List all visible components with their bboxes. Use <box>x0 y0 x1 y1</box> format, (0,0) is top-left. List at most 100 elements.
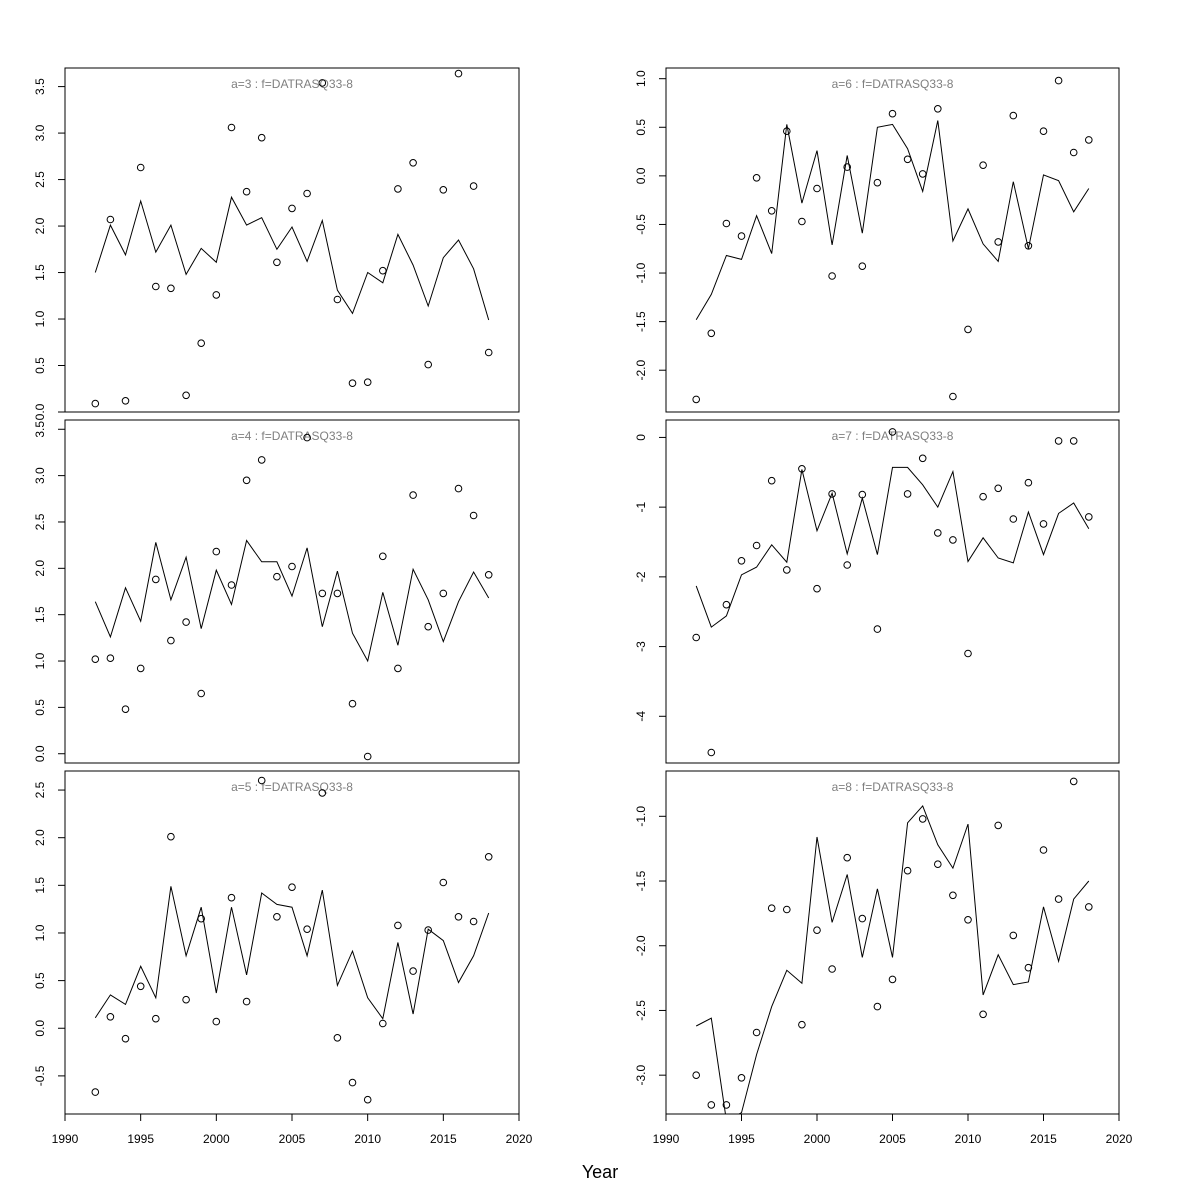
observed-point <box>454 69 463 78</box>
observed-point <box>227 123 236 132</box>
observed-point <box>934 105 942 113</box>
observed-point <box>106 215 115 224</box>
y-tick-label: 2.5 <box>33 171 47 188</box>
observed-point <box>722 219 731 228</box>
observed-point <box>813 584 821 593</box>
observed-point <box>888 975 897 984</box>
observed-point <box>873 625 882 633</box>
observed-point <box>934 529 942 537</box>
observed-point <box>752 174 761 182</box>
observed-point <box>136 163 145 172</box>
y-tick-label: 1.0 <box>33 924 47 941</box>
observed-point <box>439 589 448 598</box>
observed-point <box>722 1101 731 1109</box>
observed-point <box>227 581 236 589</box>
y-tick-label: -1 <box>634 501 648 512</box>
observed-point <box>424 360 433 369</box>
observed-point <box>783 566 791 574</box>
y-tick-label: 1.0 <box>33 652 47 669</box>
y-tick-label: 1.0 <box>33 310 47 327</box>
observed-point <box>843 163 852 171</box>
observed-point <box>1054 76 1063 85</box>
observed-point <box>394 664 402 673</box>
observed-point <box>318 789 327 797</box>
observed-point <box>979 492 987 501</box>
x-tick-label: 2020 <box>1106 1132 1133 1146</box>
x-tick-label: 2010 <box>354 1132 381 1146</box>
observed-point <box>828 272 836 280</box>
observed-point <box>363 378 372 387</box>
observed-point <box>106 1013 115 1021</box>
y-tick-label: 1.0 <box>634 70 648 87</box>
observed-point <box>979 161 987 169</box>
y-tick-label: 2.5 <box>33 781 47 798</box>
observed-point <box>424 622 433 631</box>
observed-point <box>182 618 190 626</box>
x-tick-label: 1995 <box>728 1132 755 1146</box>
observed-point <box>798 1020 806 1029</box>
fitted-series-line <box>695 804 1090 1114</box>
observed-point <box>227 893 236 902</box>
x-tick-label: 2010 <box>955 1132 982 1146</box>
observed-point <box>873 178 882 187</box>
observed-point <box>121 397 130 405</box>
panel-frame <box>665 770 1120 1115</box>
observed-point <box>1039 127 1048 135</box>
observed-point <box>858 262 867 271</box>
observed-point <box>707 329 716 338</box>
observed-point <box>934 860 942 869</box>
observed-point <box>484 348 493 357</box>
observed-point <box>197 339 205 348</box>
observed-point <box>1069 437 1078 445</box>
observed-point <box>813 926 821 935</box>
observed-point <box>1054 437 1063 445</box>
y-tick-label: 0.5 <box>33 357 47 374</box>
observed-point <box>873 1002 882 1011</box>
observed-point <box>994 821 1003 830</box>
observed-point <box>348 379 357 388</box>
y-tick-label: 2.0 <box>33 217 47 234</box>
observed-point <box>439 186 448 194</box>
observed-point <box>1085 513 1093 521</box>
panel-title: a=4 : f=DATRASQ33-8 <box>231 429 353 443</box>
observed-point <box>918 815 927 823</box>
observed-point <box>737 557 746 565</box>
observed-point <box>257 456 266 464</box>
observed-point <box>1085 136 1093 144</box>
observed-point <box>767 904 776 913</box>
y-tick-label: 0.5 <box>33 699 47 716</box>
observed-point <box>91 655 100 664</box>
observed-point <box>949 392 957 401</box>
observed-point <box>737 1074 746 1082</box>
observed-point <box>783 905 791 914</box>
observed-point <box>903 490 912 498</box>
panel-title: a=6 : f=DATRASQ33-8 <box>832 77 954 91</box>
x-tick-label: 2000 <box>203 1132 230 1146</box>
observed-point <box>182 995 190 1004</box>
observed-point <box>1039 520 1048 528</box>
fitted-series-line <box>94 886 490 1020</box>
observed-point <box>1069 148 1078 157</box>
observed-point <box>333 295 342 304</box>
observed-point <box>1085 903 1093 911</box>
observed-point <box>394 185 402 193</box>
observed-point <box>722 600 731 609</box>
observed-point <box>348 1078 357 1087</box>
observed-point <box>212 547 221 556</box>
observed-point <box>167 636 175 645</box>
observed-point <box>1009 931 1018 940</box>
observed-point <box>136 982 145 991</box>
observed-point <box>964 649 972 658</box>
observed-point <box>469 182 478 190</box>
observed-point <box>197 689 205 698</box>
observed-point <box>424 926 433 934</box>
observed-point <box>379 1019 387 1028</box>
observed-point <box>182 391 190 400</box>
observed-point <box>273 258 281 267</box>
y-tick-label: 0.0 <box>634 167 648 184</box>
y-tick-label: 3.0 <box>33 467 47 484</box>
observed-point <box>1024 478 1033 487</box>
observed-point <box>858 914 867 923</box>
observed-point <box>106 654 115 663</box>
observed-point <box>707 748 716 757</box>
